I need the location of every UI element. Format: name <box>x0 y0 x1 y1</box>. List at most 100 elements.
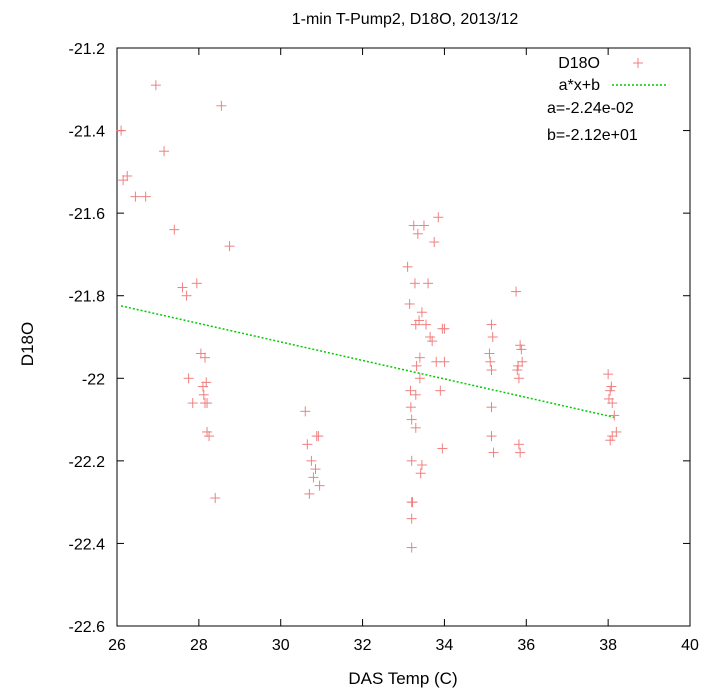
y-tick-label: -22.2 <box>69 454 106 471</box>
data-point <box>517 356 528 367</box>
data-point <box>300 406 311 417</box>
data-point <box>116 125 127 136</box>
y-tick-label: -21.8 <box>69 289 106 306</box>
data-point <box>486 365 497 376</box>
data-point <box>306 455 317 466</box>
data-point <box>435 385 446 396</box>
y-tick-label: -21.6 <box>69 206 106 223</box>
axis-ticks <box>116 47 691 627</box>
data-point <box>416 459 427 470</box>
plot-frame <box>116 47 691 627</box>
data-point <box>425 332 436 342</box>
data-point <box>406 455 417 466</box>
data-point <box>191 278 202 289</box>
data-point <box>411 360 422 371</box>
legend-marker-d18o <box>633 58 643 68</box>
legend-plus-marker <box>633 58 643 68</box>
data-point <box>181 290 192 301</box>
data-point <box>405 385 416 396</box>
data-point <box>210 493 221 504</box>
data-point <box>406 414 417 425</box>
data-point <box>406 513 417 524</box>
data-point <box>439 356 450 367</box>
data-point <box>607 431 618 442</box>
x-tick-labels: 26 28 30 32 34 36 38 40 <box>108 637 699 654</box>
data-point <box>216 100 227 111</box>
data-point <box>516 344 527 355</box>
data-point <box>611 426 622 437</box>
data-point <box>439 323 450 334</box>
scatter-series-d18o <box>116 80 622 553</box>
data-point <box>512 365 523 376</box>
data-point <box>487 332 498 342</box>
data-point <box>169 224 180 235</box>
data-point <box>410 389 421 400</box>
data-point <box>421 319 432 330</box>
data-point <box>414 352 425 363</box>
data-point <box>515 340 526 351</box>
data-point <box>314 480 325 491</box>
data-point <box>486 319 497 330</box>
x-tick-label: 30 <box>272 637 290 654</box>
y-tick-label: -22.4 <box>69 536 106 553</box>
data-point <box>418 220 429 231</box>
data-point <box>183 373 194 384</box>
data-point <box>140 191 151 202</box>
annotation-b: b=-2.12e+01 <box>547 127 638 144</box>
data-point <box>416 307 427 318</box>
data-point <box>423 278 434 289</box>
data-point <box>513 373 524 384</box>
legend-label-fit: a*x+b <box>559 77 600 94</box>
data-point <box>486 402 497 413</box>
data-point <box>609 410 620 421</box>
data-point <box>405 402 416 413</box>
fit-line-a-x-plus-b <box>120 305 615 419</box>
y-axis-label: D18O <box>18 322 37 366</box>
data-point <box>603 369 614 380</box>
data-point <box>202 398 213 409</box>
data-point <box>201 377 212 388</box>
data-point <box>159 146 170 157</box>
data-point <box>606 381 617 392</box>
data-point <box>433 212 444 223</box>
data-point <box>607 398 618 409</box>
data-point <box>195 348 206 359</box>
data-point <box>177 282 188 293</box>
x-tick-label: 26 <box>108 637 126 654</box>
data-point <box>410 422 421 433</box>
data-point <box>429 237 440 248</box>
data-point <box>427 336 438 347</box>
y-tick-label: -21.2 <box>69 41 106 58</box>
data-point <box>304 488 315 499</box>
data-point <box>437 443 448 454</box>
data-point <box>406 542 417 553</box>
data-point <box>308 472 319 483</box>
data-point <box>414 315 425 326</box>
y-tick-label: -21.4 <box>69 124 106 141</box>
data-point <box>202 426 213 437</box>
data-point <box>404 298 415 309</box>
data-point <box>484 348 495 359</box>
data-point <box>515 447 526 458</box>
data-point <box>313 431 324 442</box>
x-tick-label: 28 <box>190 637 208 654</box>
data-point <box>198 389 209 400</box>
data-point <box>486 431 497 442</box>
data-point <box>605 385 616 396</box>
chart-title: 1-min T-Pump2, D18O, 2013/12 <box>292 11 519 28</box>
data-point <box>150 80 161 91</box>
y-tick-label: -22.6 <box>69 619 106 636</box>
y-tick-label: -22 <box>82 371 105 388</box>
data-point <box>130 191 141 202</box>
x-tick-label: 34 <box>436 637 454 654</box>
data-point <box>407 497 418 508</box>
data-point <box>199 352 210 363</box>
x-tick-label: 36 <box>517 637 535 654</box>
y-tick-labels: -21.2 -21.4 -21.6 -21.8 -22 -22.2 -22.4 -22.6 <box>69 41 106 636</box>
data-point <box>122 170 133 181</box>
x-axis-label: DAS Temp (C) <box>348 669 457 688</box>
x-tick-label: 38 <box>599 637 617 654</box>
data-point <box>412 228 423 239</box>
data-point <box>513 360 524 371</box>
